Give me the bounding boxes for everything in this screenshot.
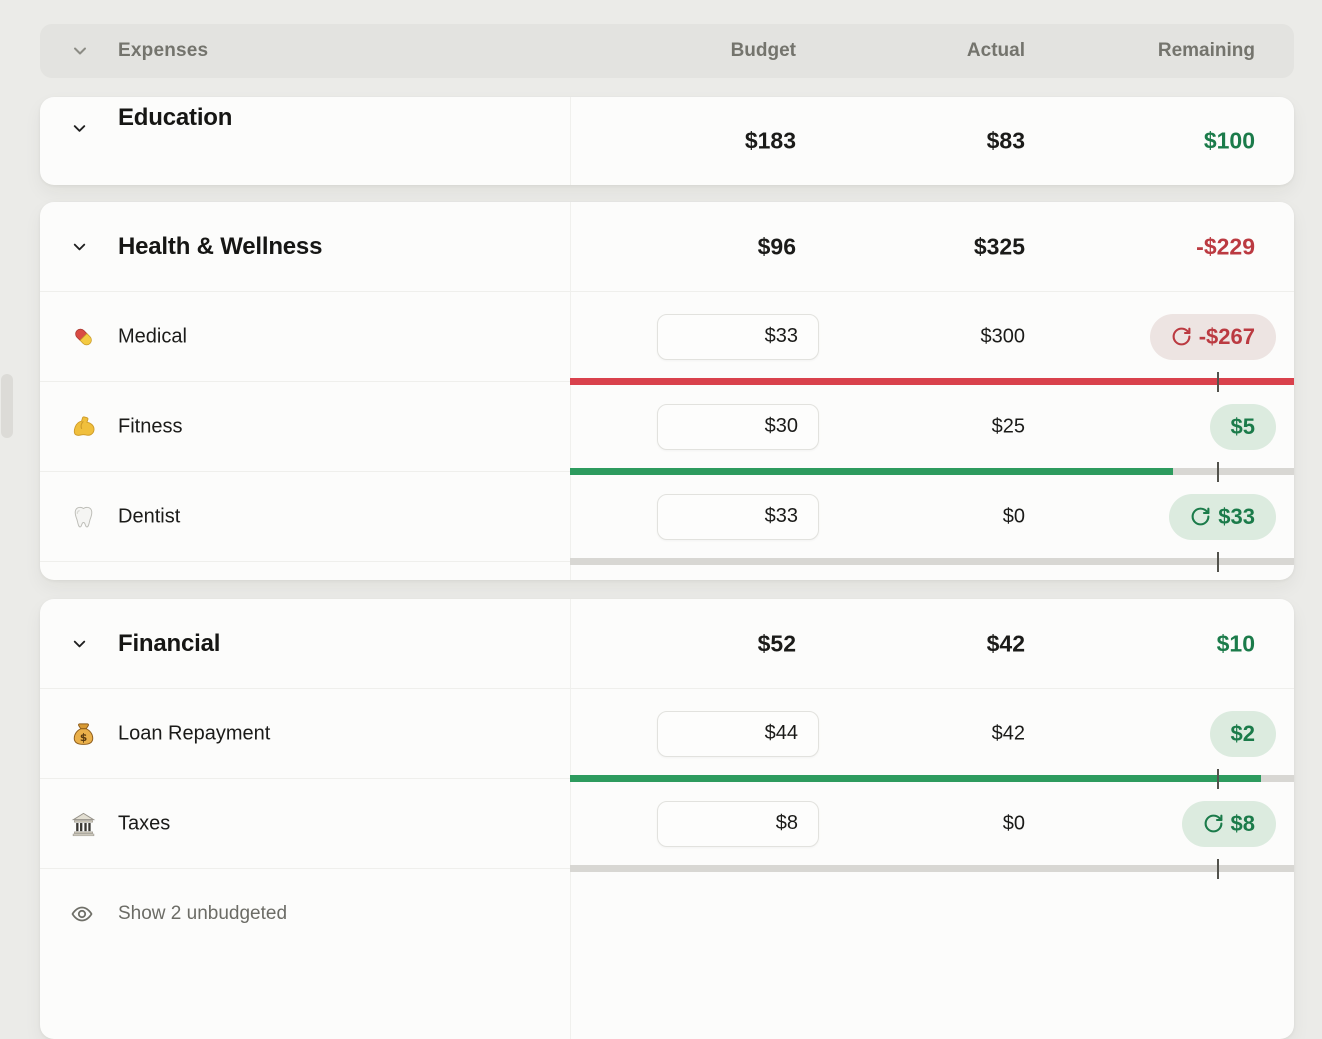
month-marker-tick (1216, 858, 1219, 879)
section-budget-total: $96 (757, 233, 796, 259)
progress-bar (570, 768, 1294, 789)
show-unbudgeted-label: Show 2 unbudgeted (118, 902, 288, 924)
budget-row-medical[interactable]: Medical $300 -$267 (40, 292, 1294, 392)
remaining-value: $2 (1230, 720, 1255, 746)
remaining-badge[interactable]: $8 (1181, 800, 1276, 847)
budget-input[interactable] (657, 313, 819, 360)
classical-building-icon (70, 810, 97, 837)
month-marker-tick (1216, 551, 1219, 572)
actual-value: $0 (1002, 505, 1025, 527)
actual-value: $0 (1002, 812, 1025, 834)
remaining-badge[interactable]: $5 (1209, 403, 1276, 450)
section-header-row[interactable]: Health & Wellness $96 $325 -$229 (40, 202, 1294, 292)
pill-icon (70, 323, 97, 350)
scroll-drag-handle[interactable] (1, 374, 13, 438)
refresh-icon (1171, 326, 1192, 347)
progress-fill (570, 775, 1262, 782)
section-actual-total: $325 (973, 233, 1025, 259)
eye-icon (70, 902, 94, 926)
progress-fill (570, 468, 1174, 475)
remaining-badge[interactable]: $33 (1169, 493, 1276, 540)
chevron-down-icon[interactable] (70, 237, 89, 256)
progress-bar (570, 551, 1294, 572)
category-label: Medical (118, 325, 187, 347)
budget-input[interactable] (657, 493, 819, 540)
actual-value: $300 (980, 325, 1026, 347)
remaining-value: $8 (1230, 810, 1255, 836)
remaining-badge[interactable]: $2 (1209, 710, 1276, 757)
category-label: Fitness (118, 415, 183, 437)
section-title: Education (118, 104, 233, 131)
section-remaining-total: -$229 (1196, 233, 1255, 259)
refresh-icon (1203, 813, 1224, 834)
section-actual-total: $83 (986, 127, 1025, 154)
section-budget-total: $52 (757, 630, 796, 656)
progress-bar (570, 858, 1294, 879)
refresh-icon (1190, 506, 1211, 527)
category-label: Loan Repayment (118, 722, 271, 744)
section-remaining-total: $100 (1203, 127, 1255, 154)
section-card-health-wellness: Health & Wellness $96 $325 -$229 Medical… (40, 202, 1294, 580)
column-header-remaining: Remaining (1157, 40, 1255, 61)
remaining-badge[interactable]: -$267 (1149, 313, 1276, 360)
actual-value: $42 (991, 722, 1025, 744)
section-title: Financial (118, 629, 221, 657)
budget-row-loan-repayment[interactable]: $ Loan Repayment $42 $2 (40, 689, 1294, 789)
column-divider (570, 202, 571, 580)
remaining-value: $33 (1218, 503, 1255, 529)
progress-fill (570, 378, 1294, 385)
actual-value: $25 (991, 415, 1025, 437)
budget-input[interactable] (657, 403, 819, 450)
remaining-value: $5 (1230, 413, 1255, 439)
section-header-row[interactable]: Education $183 $83 $100 (40, 97, 1294, 185)
svg-text:$: $ (80, 732, 87, 744)
chevron-down-icon[interactable] (70, 634, 89, 653)
column-divider (570, 599, 571, 1039)
month-marker-tick (1216, 461, 1219, 482)
section-card-financial: Financial $52 $42 $10 $ Loan Repayment $… (40, 599, 1294, 1039)
chevron-down-icon[interactable] (70, 41, 90, 61)
expenses-title: Expenses (118, 40, 209, 61)
month-marker-tick (1216, 371, 1219, 392)
budget-row-fitness[interactable]: Fitness $25 $5 (40, 382, 1294, 482)
budget-row-taxes[interactable]: Taxes $0 $8 (40, 779, 1294, 879)
month-marker-tick (1216, 768, 1219, 789)
section-budget-total: $183 (744, 127, 796, 154)
section-title: Health & Wellness (118, 232, 323, 260)
column-header-budget: Budget (730, 40, 796, 61)
category-label: Dentist (118, 505, 181, 527)
category-label: Taxes (118, 812, 171, 834)
budget-row-dentist[interactable]: Dentist $0 $33 (40, 472, 1294, 572)
budget-input[interactable] (657, 710, 819, 757)
section-remaining-total: $10 (1216, 630, 1255, 656)
section-actual-total: $42 (986, 630, 1025, 656)
money-bag-icon: $ (70, 720, 97, 747)
section-card-education: Education $183 $83 $100 (40, 97, 1294, 185)
show-unbudgeted-button[interactable]: Show 2 unbudgeted (40, 869, 1294, 958)
column-header-actual: Actual (966, 40, 1025, 61)
budget-input[interactable] (657, 800, 819, 847)
expenses-header-bar: Expenses Budget Actual Remaining (40, 24, 1294, 78)
chevron-down-icon[interactable] (70, 119, 89, 138)
section-header-row[interactable]: Financial $52 $42 $10 (40, 599, 1294, 689)
tooth-icon (70, 503, 97, 530)
column-divider (570, 97, 571, 185)
progress-bar (570, 461, 1294, 482)
flexed-biceps-icon (70, 413, 97, 440)
remaining-value: -$267 (1198, 323, 1255, 349)
progress-bar (570, 371, 1294, 392)
